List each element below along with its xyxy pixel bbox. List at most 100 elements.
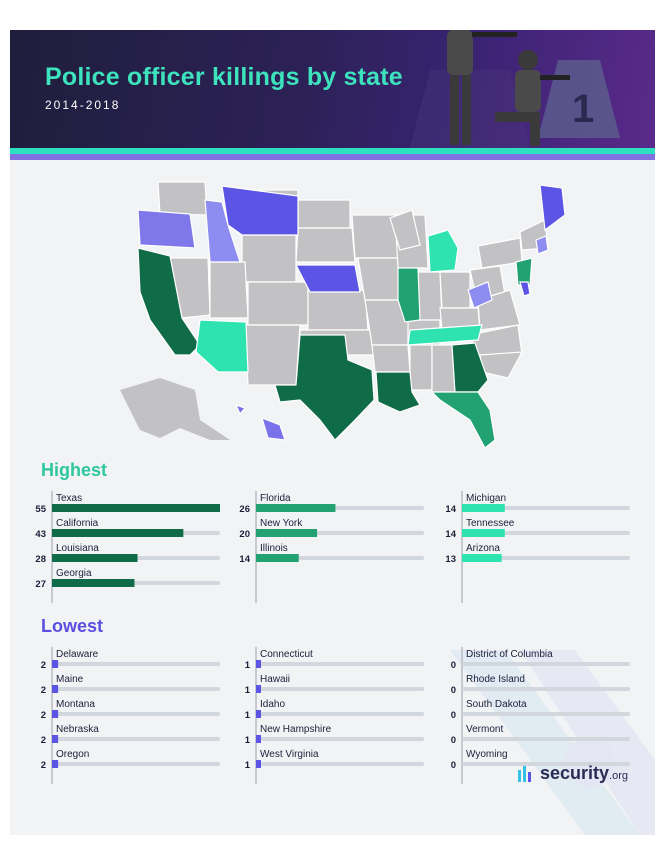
state-new-jersey-area [515,257,533,286]
state-label: Connecticut [260,649,313,660]
state-arizona [195,319,249,373]
bar-track [462,687,630,691]
state-idaho [204,199,241,263]
state-label: Illinois [260,543,288,554]
state-label: Louisiana [56,543,99,554]
state-delaware [519,281,531,297]
map-light-green-states [195,229,483,373]
header-stripe-teal [10,148,655,154]
value-label: 20 [239,529,250,540]
bar [52,554,138,562]
state-west-virginia [467,281,493,309]
state-label: New York [260,518,303,529]
state-label: Tennessee [466,518,515,529]
bar [52,660,59,668]
state-label: Arizona [466,543,500,554]
state-illinois [397,267,421,323]
bar [256,660,261,668]
bar [52,760,59,768]
value-label: 0 [451,685,456,696]
value-label: 55 [35,504,46,515]
state-montana [221,185,299,236]
bar [462,554,502,562]
page-title: Police officer killings by state [45,63,403,91]
brand-name-text: security [540,763,610,783]
bar [52,710,59,718]
bar [52,579,135,587]
state-texas [274,334,375,441]
bar-track [52,737,220,741]
state-maine [539,184,566,232]
header-illustration: 1 [410,30,620,148]
bar [256,529,318,537]
state-label: Georgia [56,568,92,579]
bar-track [462,737,630,741]
value-label: 0 [451,660,456,671]
state-california [137,247,201,356]
state-louisiana [375,371,421,413]
bar-track [256,762,424,766]
value-label: 1 [245,710,251,721]
value-label: 2 [41,685,46,696]
bar-track [256,687,424,691]
header-banner: 1 Police officer killings by state 2014-… [10,30,655,148]
value-label: 0 [451,710,456,721]
value-label: 2 [41,660,46,671]
state-label: Maine [56,674,84,685]
state-label: Texas [56,493,82,504]
page-subtitle: 2014-2018 [45,98,121,112]
value-label: 14 [445,529,456,540]
state-oregon [137,209,196,249]
map-dark-green-states [137,247,489,441]
decorative-stripes [450,650,655,835]
bar [462,504,505,512]
bar-track [256,662,424,666]
value-label: 43 [35,529,46,540]
bar [256,760,261,768]
state-label: New Hampshire [260,724,332,735]
bar [52,529,184,537]
state-label: West Virginia [260,749,319,760]
value-label: 27 [35,579,46,590]
state-label: Oregon [56,749,89,760]
bar [52,735,59,743]
value-label: 2 [41,735,46,746]
state-label: Rhode Island [466,674,525,685]
value-label: 13 [445,554,456,565]
header-stripe-purple [10,154,655,160]
value-label: 26 [239,504,250,515]
value-label: 1 [245,685,251,696]
value-label: 2 [41,710,46,721]
bar [52,504,220,512]
state-label: Delaware [56,649,99,660]
state-label: Nebraska [56,724,99,735]
state-label: Wyoming [466,749,508,760]
value-label: 1 [245,660,251,671]
bar-track [462,712,630,716]
value-label: 1 [245,735,251,746]
bar [256,685,261,693]
state-nebraska [295,264,361,293]
bar [256,710,261,718]
state-label: District of Columbia [466,649,553,660]
bar [52,685,59,693]
bar [256,504,336,512]
bar-track [256,712,424,716]
map-purple-states [137,184,566,441]
state-georgia [451,342,489,393]
value-label: 14 [445,504,456,515]
bar-track [52,712,220,716]
bar-track [462,556,630,560]
value-label: 0 [451,760,456,771]
state-michigan [427,229,459,273]
bar-track [462,762,630,766]
value-label: 2 [41,760,46,771]
state-connecticut [535,235,549,255]
value-label: 0 [451,735,456,746]
state-label: Vermont [466,724,503,735]
value-label: 14 [239,554,250,565]
bar [462,529,505,537]
infographic-card: 1 Police officer killings by state 2014-… [10,30,655,835]
